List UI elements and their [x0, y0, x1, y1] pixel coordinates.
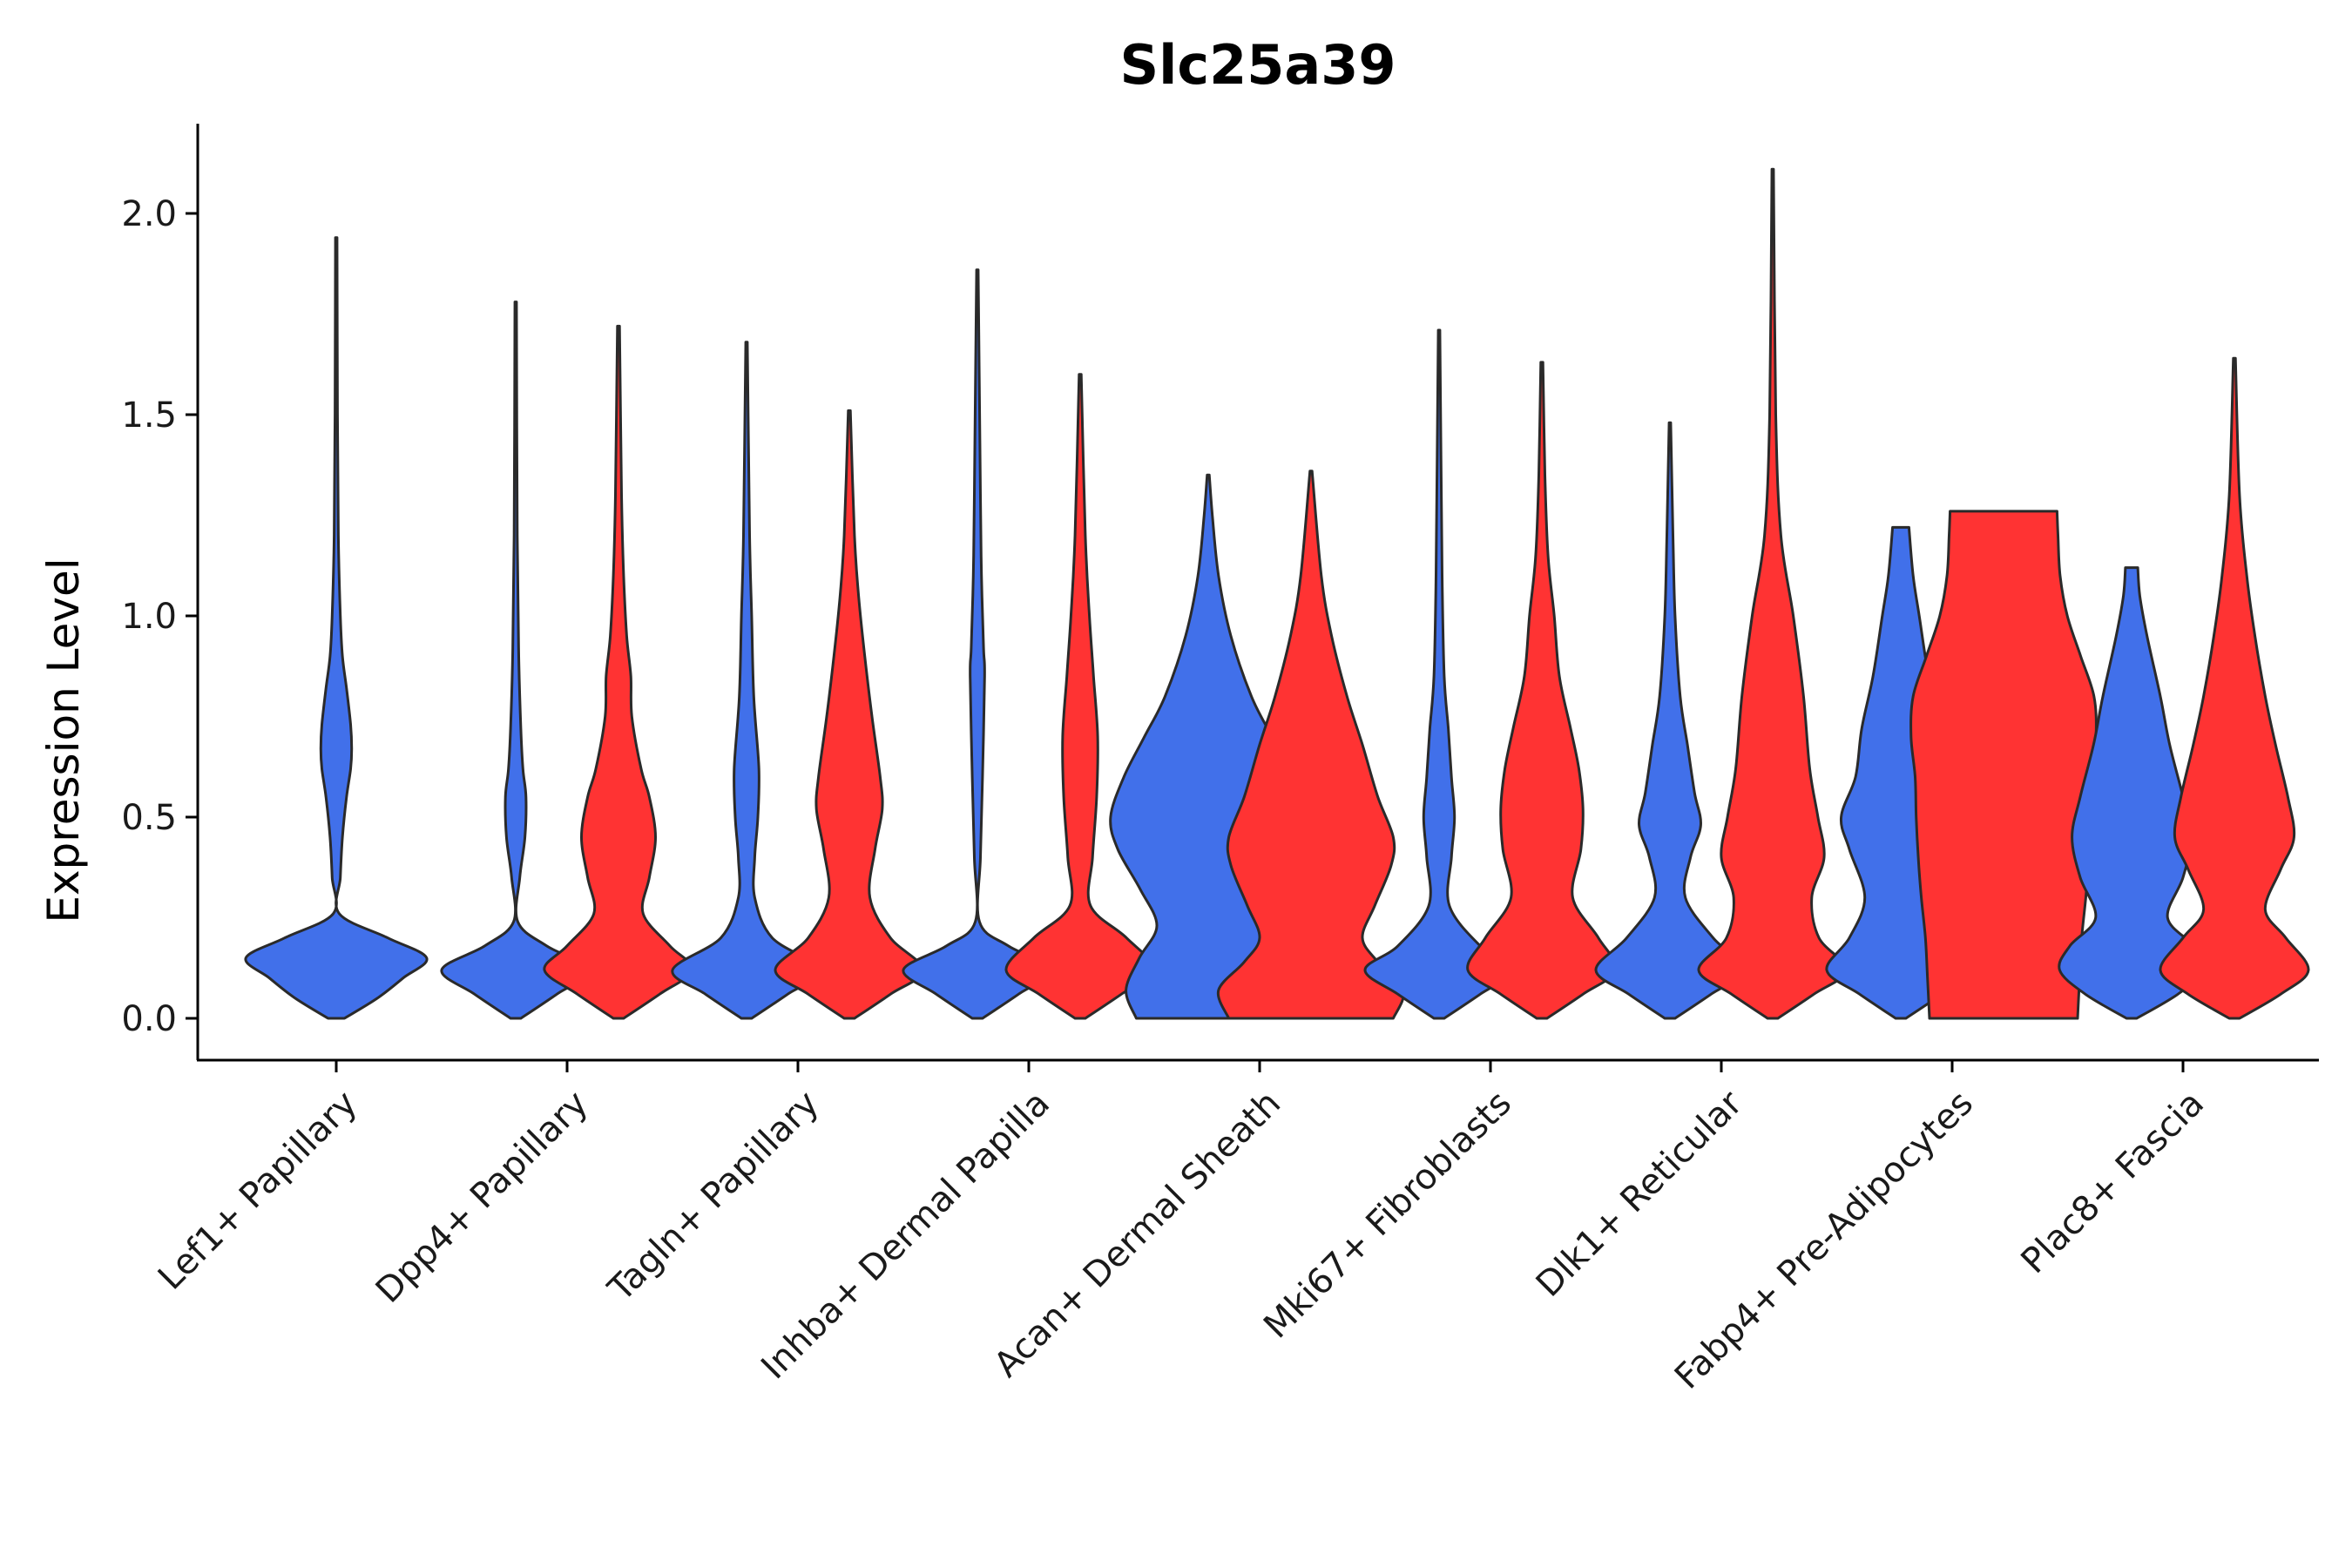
violin-acan-dermal-sheath-group2: [1216, 470, 1406, 1020]
violin-lef1-papillary-group1: [244, 236, 429, 1020]
y-tick-label: 1.0: [121, 597, 177, 637]
violin-dpp4-papillary-group1: [440, 301, 591, 1020]
violin-inhba-dermal-papilla-group1: [902, 268, 1053, 1020]
x-tick-label: Dpp4+ Papillary: [368, 1084, 596, 1311]
y-tick-label: 0.0: [121, 999, 177, 1039]
violin-group: [244, 167, 2310, 1020]
chart-title: Slc25a39: [1119, 33, 1396, 97]
violin-dlk1-reticular-group1: [1594, 421, 1746, 1020]
x-tick-label: Tagln+ Papillary: [600, 1084, 827, 1310]
x-tick-label: Plac8+ Fascia: [2014, 1084, 2213, 1282]
y-axis-label: Expression Level: [38, 558, 89, 923]
x-tick-label: Lef1+ Papillary: [151, 1084, 365, 1298]
x-tick-label: Dlk1+ Reticular: [1529, 1083, 1751, 1305]
violin-plac8-fascia-group1: [2058, 566, 2206, 1020]
violin-inhba-dermal-papilla-group2: [1004, 373, 1156, 1020]
violin-mki67-fibroblasts-group1: [1363, 328, 1515, 1020]
violin-plac8-fascia-group2: [2159, 356, 2310, 1020]
y-tick-label: 0.5: [121, 798, 177, 838]
violin-dlk1-reticular-group2: [1697, 167, 1848, 1020]
violin-tagln-papillary-group2: [774, 409, 925, 1020]
y-tick-label: 2.0: [121, 194, 177, 234]
violin-mki67-fibroblasts-group2: [1466, 361, 1618, 1020]
y-tick-label: 1.5: [121, 395, 177, 436]
violin-tagln-papillary-group1: [671, 341, 822, 1020]
x-axis-ticks: Lef1+ Papillary Dpp4+ Papillary Tagln+ Pap…: [151, 1060, 2212, 1397]
x-tick-label: Mki67+ Fibroblasts: [1256, 1084, 1519, 1347]
violin-fabp4-pre-adipocytes-group2: [1909, 510, 2098, 1020]
y-axis-ticks: 0.0 0.5 1.0 1.5 2.0: [121, 194, 198, 1039]
violin-dpp4-papillary-group2: [543, 324, 694, 1020]
